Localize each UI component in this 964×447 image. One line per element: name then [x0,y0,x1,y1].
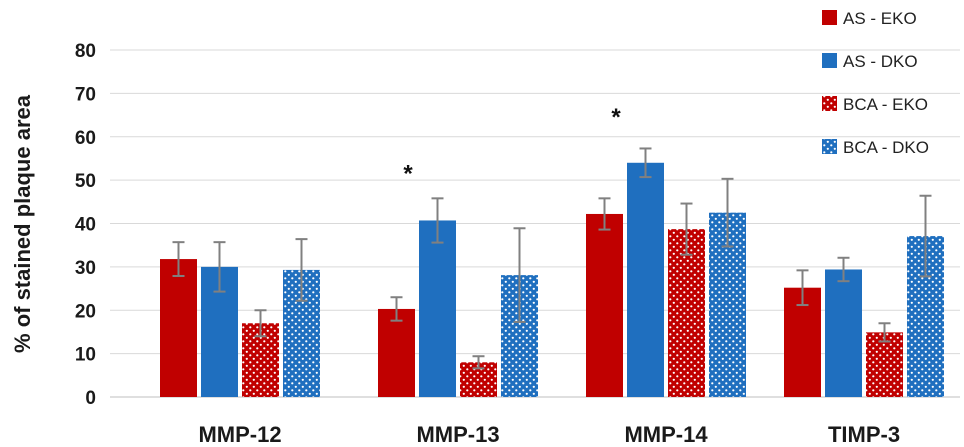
y-tick-label: 50 [75,171,96,192]
error-bar [513,227,526,323]
error-bar [680,202,693,256]
y-axis-label: % of stained plaque area [10,94,35,353]
bar [378,308,415,397]
error-bar [213,241,226,293]
error-bar [721,177,734,248]
y-tick-label: 40 [75,215,96,236]
x-category-label: MMP-14 [624,422,708,447]
bar [668,229,705,397]
error-bar [390,296,403,322]
error-bar [431,197,444,244]
legend-label: AS - DKO [843,52,918,71]
y-tick-label: 30 [75,258,96,279]
legend-label: AS - EKO [843,9,917,28]
error-bar [878,322,891,343]
y-tick-label: 70 [75,84,96,105]
bars [160,162,944,397]
y-tick-label: 10 [75,345,96,366]
error-bar [172,241,185,277]
y-tick-label: 80 [75,41,96,62]
legend-label: BCA - EKO [843,95,928,114]
error-bar [919,194,932,278]
legend-swatch [822,139,837,154]
error-bar [254,309,267,338]
y-axis-ticks: 0 10 20 30 40 50 60 70 80 [75,41,96,409]
bar [825,269,862,397]
error-bar [295,238,308,302]
x-category-label: MMP-13 [416,422,499,447]
y-tick-label: 0 [85,388,96,409]
significance-mark: * [403,160,413,187]
x-axis-categories: MMP-12 MMP-13 MMP-14 TIMP-3 [198,422,900,447]
bar [419,220,456,397]
error-bar [796,269,809,307]
bar [866,332,903,397]
x-category-label: MMP-12 [198,422,281,447]
bar [160,259,197,397]
error-bar [639,147,652,179]
y-tick-label: 20 [75,301,96,322]
legend: AS - EKO AS - DKO BCA - EKO BCA - DKO [822,9,929,157]
legend-swatch [822,53,837,68]
legend-item: BCA - EKO [822,95,928,114]
error-bar [837,256,850,283]
legend-swatch [822,96,837,111]
significance-mark: * [611,104,621,131]
annotations: ** [403,104,621,187]
bar [627,162,664,397]
y-tick-label: 60 [75,128,96,149]
error-bar [598,197,611,231]
x-category-label: TIMP-3 [828,422,900,447]
bar [586,213,623,397]
legend-label: BCA - DKO [843,138,929,157]
legend-swatch [822,10,837,25]
error-bars [172,147,932,370]
error-bar [472,355,485,370]
legend-item: AS - DKO [822,52,918,71]
legend-item: AS - EKO [822,9,917,28]
legend-item: BCA - DKO [822,138,929,157]
